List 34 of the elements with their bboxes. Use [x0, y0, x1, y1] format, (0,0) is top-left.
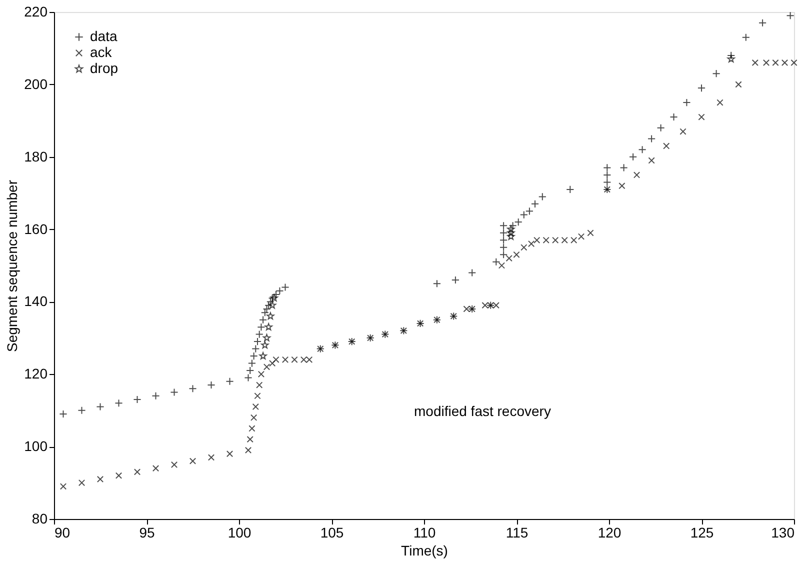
- y-tick-label: 80: [32, 510, 48, 526]
- x-tick-label: 125: [690, 524, 714, 540]
- legend-label: data: [90, 28, 118, 44]
- point: [261, 341, 269, 349]
- x-tick-label: 100: [228, 524, 252, 540]
- y-tick-label: 100: [24, 438, 48, 454]
- x-tick-label: 105: [320, 524, 344, 540]
- point: [507, 232, 515, 240]
- y-tick-label: 180: [24, 148, 48, 164]
- x-tick-label: 95: [139, 524, 155, 540]
- y-tick-label: 120: [24, 366, 48, 382]
- y-axis-title: Segment sequence number: [4, 180, 20, 352]
- point: [264, 323, 272, 330]
- y-tick-label: 220: [24, 4, 48, 20]
- x-tick-label: 120: [598, 524, 622, 540]
- x-tick-label: 110: [413, 524, 436, 540]
- point: [270, 294, 278, 302]
- y-tick-label: 140: [24, 293, 48, 310]
- x-tick-label: 130: [771, 524, 795, 540]
- legend-label: ack: [90, 44, 113, 60]
- point: [507, 225, 515, 233]
- x-tick-label: 90: [54, 524, 70, 540]
- annotation: modified fast recovery: [414, 403, 551, 419]
- point: [259, 352, 267, 360]
- point: [262, 334, 271, 342]
- y-tick-label: 200: [24, 76, 48, 92]
- legend-label: drop: [90, 60, 118, 76]
- point: [268, 301, 276, 309]
- y-tick-label: 160: [24, 220, 48, 237]
- x-tick-label: 115: [506, 524, 528, 540]
- point: [266, 312, 274, 320]
- x-axis-title: Time(s): [401, 542, 448, 558]
- point: [507, 228, 515, 236]
- point: [727, 55, 735, 62]
